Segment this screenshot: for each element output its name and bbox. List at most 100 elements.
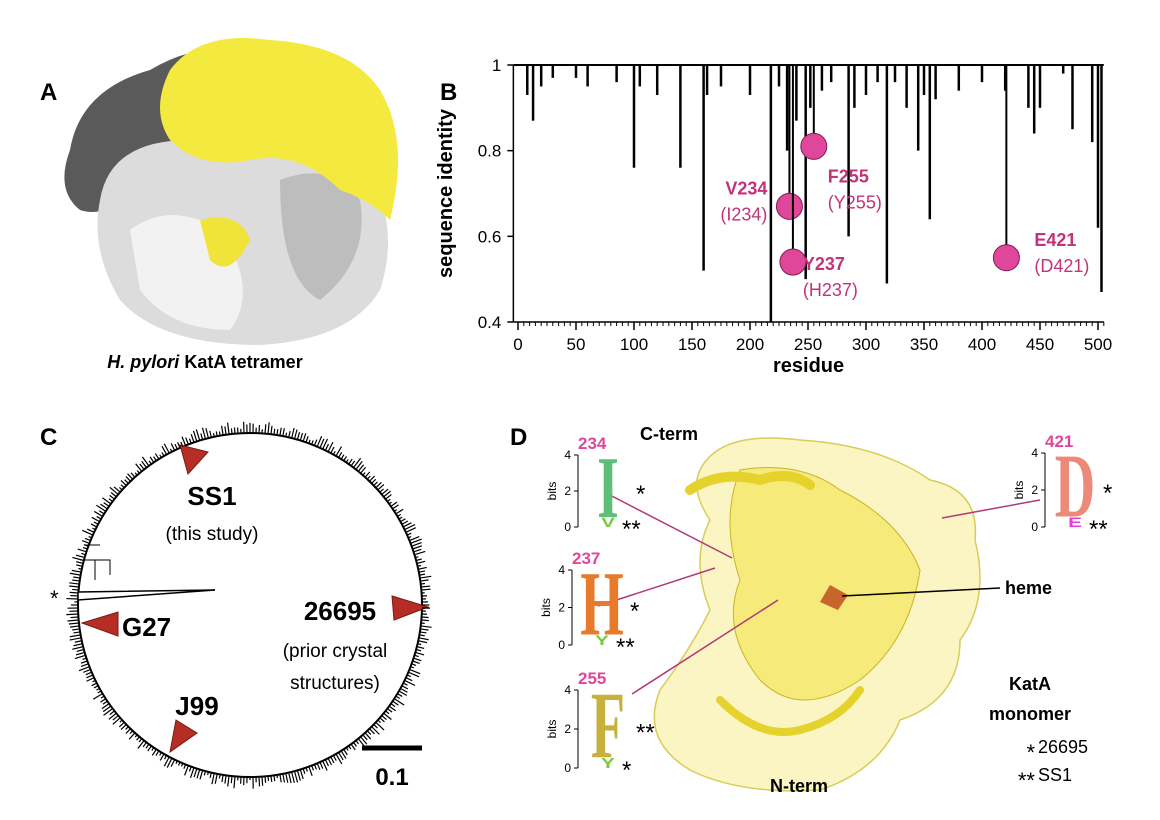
tree-leaf bbox=[118, 721, 125, 728]
tree-leaf bbox=[190, 433, 195, 443]
tree-leaf bbox=[224, 775, 227, 784]
tree-leaf bbox=[103, 708, 113, 716]
tree-leaf bbox=[119, 719, 123, 723]
logo-tick-label: 4 bbox=[558, 563, 565, 577]
tree-leaf bbox=[419, 631, 427, 634]
tree-leaf bbox=[227, 422, 230, 435]
tree-leaf bbox=[348, 745, 352, 750]
tree-leaf bbox=[103, 502, 110, 507]
tree-leaf bbox=[282, 773, 286, 783]
tree-leaf bbox=[412, 545, 423, 550]
tree-leaf bbox=[77, 548, 87, 553]
tree-leaf bbox=[163, 756, 170, 767]
tree-leaf bbox=[92, 679, 96, 683]
tree-leaf bbox=[379, 717, 385, 723]
tree-leaf bbox=[124, 479, 129, 484]
tree-leaf bbox=[211, 773, 215, 785]
tree-leaf bbox=[108, 498, 113, 502]
monomer-title: monomer bbox=[989, 704, 1071, 724]
tree-leaf bbox=[166, 757, 173, 768]
tree-leaf bbox=[84, 537, 91, 542]
tree-leaf bbox=[203, 770, 207, 776]
tree-leaf bbox=[393, 509, 398, 512]
tree-leaf bbox=[209, 772, 212, 778]
tree-leaf bbox=[120, 724, 127, 730]
tree-leaf bbox=[154, 453, 160, 460]
tetramer-image bbox=[64, 38, 398, 345]
tree-leaf bbox=[100, 698, 107, 703]
tree-leaf bbox=[418, 640, 428, 644]
tree-leaf bbox=[180, 763, 184, 767]
tree-leaf bbox=[73, 643, 83, 647]
tree-leaf bbox=[109, 486, 119, 495]
tree-leaf bbox=[196, 769, 201, 779]
tree-leaf bbox=[288, 772, 292, 784]
tree-leaf bbox=[296, 432, 301, 440]
tree-leaf bbox=[120, 479, 127, 486]
tree-leaf bbox=[402, 522, 412, 528]
tree-leaf bbox=[421, 619, 429, 622]
highlight-point bbox=[800, 132, 828, 160]
tree-leaf bbox=[293, 770, 299, 783]
tree-leaf bbox=[149, 456, 155, 463]
tree-leaf bbox=[418, 637, 429, 641]
logo-letter: I bbox=[597, 439, 619, 537]
tree-leaf bbox=[180, 441, 184, 447]
x-tick-label: 0 bbox=[513, 335, 522, 354]
strain-label: J99 bbox=[175, 691, 218, 721]
tree-leaf bbox=[91, 516, 100, 523]
tree-leaf bbox=[381, 488, 389, 495]
logo-axis-title: bits bbox=[545, 482, 559, 501]
tree-leaf bbox=[177, 442, 181, 449]
monomer-title: KatA bbox=[1009, 674, 1051, 694]
tree-leaf bbox=[96, 504, 107, 512]
tree-leaf bbox=[185, 437, 189, 445]
x-tick-label: 50 bbox=[567, 335, 586, 354]
tree-leaf bbox=[78, 666, 90, 672]
tree-leaf bbox=[373, 481, 378, 486]
tree-leaf bbox=[350, 460, 356, 467]
logo-mark: ** bbox=[616, 634, 635, 661]
logo-letter: E bbox=[1068, 514, 1082, 530]
tree-leaf bbox=[408, 536, 412, 539]
panel-label: C bbox=[40, 424, 57, 451]
tree-leaf bbox=[364, 732, 372, 740]
tree-leaf bbox=[420, 579, 429, 582]
tree-leaf bbox=[73, 576, 81, 579]
tree-leaf bbox=[416, 560, 426, 564]
tree-leaf bbox=[413, 548, 422, 553]
tree-leaf bbox=[332, 755, 337, 761]
tree-leaf bbox=[72, 556, 85, 562]
tree-leaf bbox=[420, 582, 426, 585]
tree-leaf bbox=[360, 736, 368, 745]
tree-leaf bbox=[200, 433, 204, 440]
tree-leaf bbox=[366, 475, 371, 480]
tree-leaf bbox=[409, 536, 420, 542]
tree-leaf bbox=[413, 657, 422, 662]
tree-leaf bbox=[308, 439, 311, 444]
x-tick-label: 150 bbox=[678, 335, 706, 354]
tree-leaf bbox=[125, 476, 131, 482]
tree-leaf bbox=[285, 773, 289, 783]
panel-label: B bbox=[440, 79, 457, 106]
tree-leaf bbox=[212, 432, 215, 437]
tree-leaf bbox=[411, 541, 422, 547]
logo-tick-label: 4 bbox=[564, 448, 571, 462]
tree-leaf bbox=[230, 428, 233, 435]
tree-leaf bbox=[402, 682, 408, 686]
tree-leaf bbox=[270, 775, 273, 782]
legend-text: SS1 bbox=[1038, 765, 1072, 785]
tree-leaf bbox=[322, 438, 329, 450]
tree-leaf bbox=[353, 457, 362, 468]
tree-leaf bbox=[91, 682, 98, 687]
tree-leaf bbox=[159, 752, 162, 756]
tree-leaf bbox=[137, 740, 145, 749]
tree-leaf bbox=[420, 625, 432, 628]
tree-leaf bbox=[161, 445, 168, 455]
tree-leaf bbox=[169, 448, 173, 453]
tree-leaf bbox=[343, 456, 348, 462]
tree-leaf bbox=[353, 742, 358, 747]
tree-leaf bbox=[410, 666, 415, 669]
tree-leaf bbox=[199, 770, 204, 780]
